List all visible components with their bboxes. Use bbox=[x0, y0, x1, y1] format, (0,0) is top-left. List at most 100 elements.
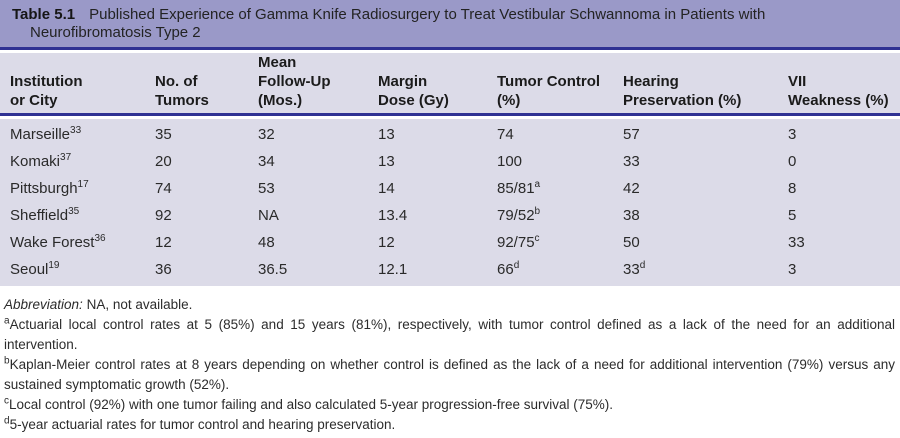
cell-value: 5 bbox=[788, 207, 797, 224]
cell-value: 33 bbox=[623, 153, 640, 170]
cell-value: 33 bbox=[788, 234, 805, 251]
tumors-cell: 20 bbox=[155, 153, 258, 170]
cell-value: 13.4 bbox=[378, 207, 408, 224]
footnote-text: Kaplan-Meier control rates at 8 years de… bbox=[4, 357, 895, 392]
column-header-hearing: Hearing Preservation (%) bbox=[623, 73, 742, 109]
cell-value: 12 bbox=[378, 234, 395, 251]
institution-cell: Wake Forest36 bbox=[10, 233, 155, 252]
table-title-line2: Neurofibromatosis Type 2 bbox=[30, 24, 201, 41]
cell-value: 33 bbox=[623, 261, 640, 278]
divider-gap bbox=[0, 50, 900, 53]
tumors-cell: 36 bbox=[155, 261, 258, 278]
followup-cell: NA bbox=[258, 207, 378, 224]
cell-value: 35 bbox=[155, 126, 172, 143]
cell-value: 85/81 bbox=[497, 180, 535, 197]
table-row: Komaki37 20 34 13 100 33 0 bbox=[0, 148, 900, 175]
cell-value: Marseille bbox=[10, 126, 71, 143]
hearing-cell: 38 bbox=[623, 207, 788, 224]
reference-superscript: 36 bbox=[94, 233, 106, 244]
control-cell: 66d bbox=[497, 260, 623, 279]
control-cell: 74 bbox=[497, 126, 623, 143]
footnote: cLocal control (92%) with one tumor fail… bbox=[4, 395, 895, 415]
dose-cell: 14 bbox=[378, 180, 497, 197]
cell-value: 14 bbox=[378, 180, 395, 197]
institution-cell: Komaki37 bbox=[10, 152, 155, 171]
tumors-cell: 74 bbox=[155, 180, 258, 197]
cell-value: 36 bbox=[155, 261, 172, 278]
dose-cell: 13 bbox=[378, 126, 497, 143]
cell-value: 3 bbox=[788, 126, 797, 143]
reference-superscript: d bbox=[513, 260, 520, 271]
table-row: Wake Forest36 12 48 12 92/75c 50 33 bbox=[0, 229, 900, 256]
followup-cell: 48 bbox=[258, 234, 378, 251]
vii-cell: 8 bbox=[788, 180, 900, 197]
cell-value: Sheffield bbox=[10, 207, 69, 224]
cell-value: 20 bbox=[155, 153, 172, 170]
cell-value: 48 bbox=[258, 234, 275, 251]
reference-superscript: 33 bbox=[70, 125, 82, 136]
institution-cell: Marseille33 bbox=[10, 125, 155, 144]
reference-superscript: b bbox=[534, 206, 541, 217]
cell-value: 42 bbox=[623, 180, 640, 197]
cell-value: 34 bbox=[258, 153, 275, 170]
column-header-institution: Institution or City bbox=[10, 73, 83, 109]
vii-cell: 5 bbox=[788, 207, 900, 224]
cell-value: Komaki bbox=[10, 153, 61, 170]
table-body: Marseille33 35 32 13 74 57 3 Komaki37 20 34 13 100 3… bbox=[0, 119, 900, 286]
vii-cell: 3 bbox=[788, 126, 900, 143]
table-row: Pittsburgh17 74 53 14 85/81a 42 8 bbox=[0, 175, 900, 202]
cell-value: 92/75 bbox=[497, 234, 535, 251]
vii-cell: 3 bbox=[788, 261, 900, 278]
cell-value: 66 bbox=[497, 261, 514, 278]
cell-value: Seoul bbox=[10, 261, 49, 278]
table-title-line1: Table 5.1 Published Experience of Gamma K… bbox=[12, 6, 890, 24]
control-cell: 79/52b bbox=[497, 206, 623, 225]
footnote: d5-year actuarial rates for tumor contro… bbox=[4, 415, 895, 435]
dose-cell: 13.4 bbox=[378, 207, 497, 224]
table-number-label: Table 5.1 bbox=[12, 6, 76, 23]
cell-value: Pittsburgh bbox=[10, 180, 78, 197]
footnote-marker: b bbox=[4, 355, 10, 367]
cell-value: 53 bbox=[258, 180, 275, 197]
column-header-tumors: No. of Tumors bbox=[155, 73, 209, 109]
footnote-marker: c bbox=[4, 395, 9, 407]
cell-value: 8 bbox=[788, 180, 797, 197]
cell-value: 3 bbox=[788, 261, 797, 278]
footnote-marker: a bbox=[4, 315, 10, 327]
cell-value: 57 bbox=[623, 126, 640, 143]
divider-gap bbox=[0, 116, 900, 119]
tumors-cell: 12 bbox=[155, 234, 258, 251]
followup-cell: 32 bbox=[258, 126, 378, 143]
cell-value: 32 bbox=[258, 126, 275, 143]
reference-superscript: d bbox=[639, 260, 646, 271]
reference-superscript: 35 bbox=[68, 206, 80, 217]
footnotes: Abbreviation: NA, not available. aActuar… bbox=[0, 286, 900, 435]
column-header-followup: Mean Follow-Up (Mos.) bbox=[258, 54, 331, 109]
reference-superscript: a bbox=[534, 179, 541, 190]
column-header-vii: VII Weakness (%) bbox=[788, 73, 889, 109]
cell-value: 12 bbox=[155, 234, 172, 251]
vii-cell: 0 bbox=[788, 153, 900, 170]
cell-value: 100 bbox=[497, 153, 523, 170]
hearing-cell: 50 bbox=[623, 234, 788, 251]
column-header-dose: Margin Dose (Gy) bbox=[378, 73, 449, 109]
cell-value: Wake Forest bbox=[10, 234, 95, 251]
dose-cell: 12.1 bbox=[378, 261, 497, 278]
footnote-text: Actuarial local control rates at 5 (85%)… bbox=[4, 317, 895, 352]
cell-value: 74 bbox=[497, 126, 514, 143]
reference-superscript: 37 bbox=[60, 152, 72, 163]
hearing-cell: 57 bbox=[623, 126, 788, 143]
institution-cell: Pittsburgh17 bbox=[10, 180, 155, 198]
column-header-control: Tumor Control (%) bbox=[497, 73, 601, 109]
hearing-cell: 33d bbox=[623, 260, 788, 279]
table-row: Marseille33 35 32 13 74 57 3 bbox=[0, 121, 900, 148]
tumors-cell: 92 bbox=[155, 207, 258, 224]
cell-value: 74 bbox=[155, 180, 172, 197]
cell-value: 38 bbox=[623, 207, 640, 224]
followup-cell: 36.5 bbox=[258, 261, 378, 278]
institution-cell: Seoul19 bbox=[10, 261, 155, 279]
footnote: aActuarial local control rates at 5 (85%… bbox=[4, 315, 895, 355]
cell-value: 92 bbox=[155, 207, 172, 224]
cell-value: 79/52 bbox=[497, 207, 535, 224]
cell-value: 13 bbox=[378, 153, 395, 170]
